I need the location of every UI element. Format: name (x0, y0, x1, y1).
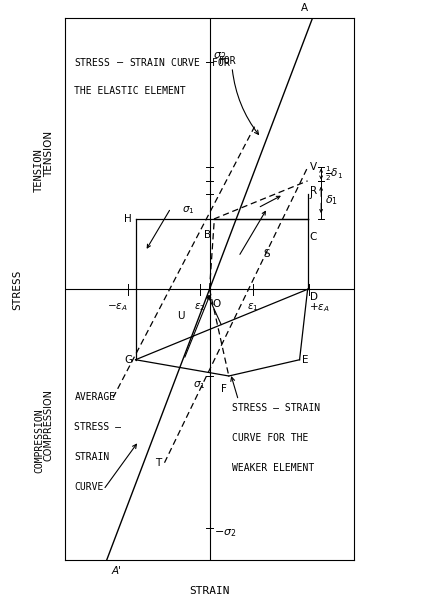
Text: STRESS $-$ STRAIN CURVE  FOR: STRESS $-$ STRAIN CURVE FOR (74, 56, 231, 68)
Text: COMPRESSION: COMPRESSION (34, 409, 44, 473)
Text: FOR: FOR (219, 56, 237, 66)
Text: G: G (124, 354, 132, 365)
Text: $\epsilon_2$: $\epsilon_2$ (194, 301, 206, 313)
Text: F: F (221, 384, 227, 394)
Text: $-\epsilon_A$: $-\epsilon_A$ (107, 301, 127, 313)
Text: WEAKER ELEMENT: WEAKER ELEMENT (232, 463, 314, 473)
Text: H: H (124, 214, 132, 224)
Text: TENSION: TENSION (34, 148, 44, 192)
Text: $\epsilon_1$: $\epsilon_1$ (247, 301, 259, 313)
Text: $\delta_1$: $\delta_1$ (325, 193, 338, 206)
Text: C: C (309, 233, 317, 242)
Text: V: V (310, 163, 317, 172)
Text: STRAIN: STRAIN (189, 586, 230, 596)
Text: $+\epsilon_A$: $+\epsilon_A$ (309, 301, 330, 314)
Text: CURVE: CURVE (74, 482, 104, 491)
Text: R: R (310, 186, 317, 196)
Text: $\sigma_1$: $\sigma_1$ (182, 204, 195, 216)
Text: $\frac{1}{2}\delta_1$: $\frac{1}{2}\delta_1$ (325, 165, 343, 183)
Text: STRESS – STRAIN: STRESS – STRAIN (232, 403, 320, 413)
Text: THE ELASTIC ELEMENT: THE ELASTIC ELEMENT (74, 86, 186, 96)
Text: O: O (213, 299, 221, 309)
Text: U: U (177, 311, 184, 322)
Text: $\sigma_1$: $\sigma_1$ (194, 379, 206, 390)
Text: S: S (264, 249, 270, 259)
Text: CURVE FOR THE: CURVE FOR THE (232, 433, 308, 443)
Text: TENSION: TENSION (44, 131, 54, 177)
Text: J: J (310, 189, 312, 199)
Text: T: T (155, 458, 161, 468)
Text: AVERAGE: AVERAGE (74, 392, 116, 403)
Text: $-\sigma_2$: $-\sigma_2$ (214, 527, 237, 539)
Text: STRESS: STRESS (12, 269, 22, 309)
Text: B: B (204, 230, 211, 240)
Text: A': A' (111, 566, 121, 576)
Text: STRAIN: STRAIN (74, 452, 110, 462)
Text: $\sigma_2$: $\sigma_2$ (213, 51, 226, 62)
Text: D: D (310, 292, 318, 302)
Text: STRESS –: STRESS – (74, 422, 121, 432)
Text: A: A (301, 3, 308, 13)
Text: COMPRESSION: COMPRESSION (44, 389, 54, 461)
Text: E: E (302, 354, 308, 365)
